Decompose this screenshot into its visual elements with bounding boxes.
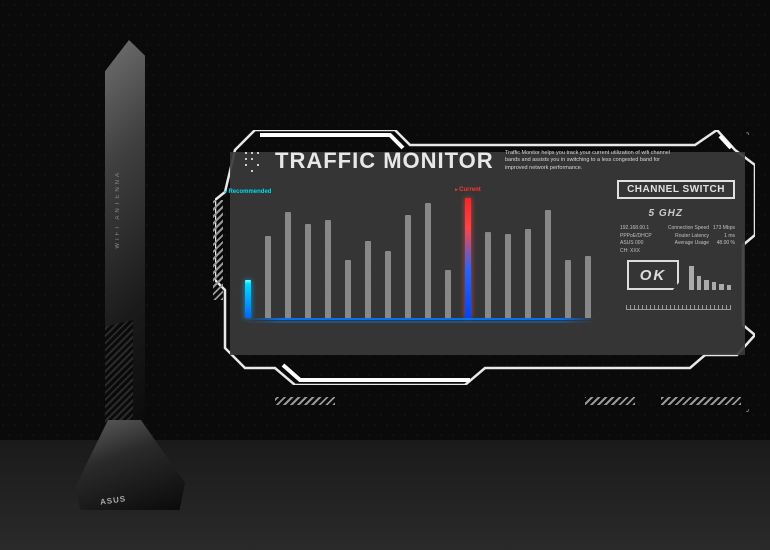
hatch-decoration [585, 397, 635, 405]
channel-bar[interactable] [385, 198, 391, 318]
recommended-label: Recommended [225, 189, 272, 195]
channel-bar-chart: Recommended Current [245, 198, 595, 318]
channel-bar[interactable] [425, 198, 431, 318]
channel-bar[interactable] [365, 198, 371, 318]
channel-bar[interactable] [505, 198, 511, 318]
hatch-decoration [213, 200, 223, 300]
ok-button[interactable]: OK [627, 260, 679, 290]
connection-stats: 192.168.00.1PPPoE/DHCPASUS 000CH: XXX Co… [620, 225, 735, 255]
corner-mark-icon: ⌟ [746, 405, 749, 413]
scale-ruler [626, 305, 731, 310]
channel-bar[interactable] [265, 198, 271, 318]
channel-bar[interactable] [565, 198, 571, 318]
current-label: Current [455, 187, 481, 193]
chart-baseline-glow [245, 321, 595, 323]
antenna-side-label: WIFI ANTENNA [115, 170, 125, 249]
channel-bar[interactable] [345, 198, 351, 318]
mini-utilization-bars [689, 262, 731, 290]
stat-line: PPPoE/DHCP [620, 233, 652, 241]
channel-bar[interactable] [305, 198, 311, 318]
hatch-decoration [661, 397, 741, 405]
channel-bar[interactable] [525, 198, 531, 318]
channel-bar[interactable] [325, 198, 331, 318]
traffic-icon [243, 150, 265, 172]
panel-title: TRAFFIC MONITOR [275, 148, 494, 174]
antenna-grille [105, 320, 133, 430]
hatch-decoration [275, 397, 335, 405]
traffic-monitor-panel: TRAFFIC MONITOR Traffic Monitor helps yo… [215, 130, 755, 385]
corner-mark-icon: ⌝ [746, 132, 749, 140]
chart-baseline [245, 318, 595, 320]
channel-switch-button[interactable]: CHANNEL SWITCH [617, 180, 735, 199]
channel-bar[interactable] [445, 198, 451, 318]
channel-bar[interactable] [485, 198, 491, 318]
channel-bar[interactable] [405, 198, 411, 318]
stat-line: CH: XXX [620, 248, 652, 256]
wifi-antenna: WIFI ANTENNA ASUS [105, 40, 165, 520]
stat-line: ASUS 000 [620, 240, 652, 248]
channel-bar[interactable]: Recommended [245, 198, 251, 318]
stat-line: 192.168.00.1 [620, 225, 652, 233]
channel-bar[interactable] [585, 198, 591, 318]
channel-bar[interactable]: Current [465, 198, 471, 318]
band-label: 5 GHZ [649, 208, 683, 219]
panel-description: Traffic Monitor helps you track your cur… [505, 150, 675, 172]
channel-bar[interactable] [545, 198, 551, 318]
channel-bar[interactable] [285, 198, 291, 318]
